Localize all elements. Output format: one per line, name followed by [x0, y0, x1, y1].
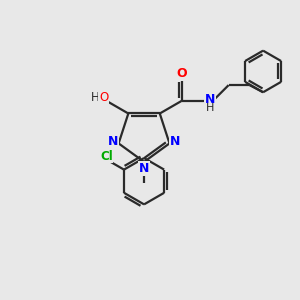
- Text: N: N: [139, 162, 149, 175]
- Text: O: O: [176, 67, 187, 80]
- Text: H: H: [90, 91, 99, 104]
- Text: N: N: [108, 135, 119, 148]
- Text: H: H: [206, 103, 214, 113]
- Text: N: N: [170, 135, 180, 148]
- Text: Cl: Cl: [100, 150, 112, 163]
- Text: N: N: [205, 93, 215, 106]
- Text: O: O: [99, 91, 108, 104]
